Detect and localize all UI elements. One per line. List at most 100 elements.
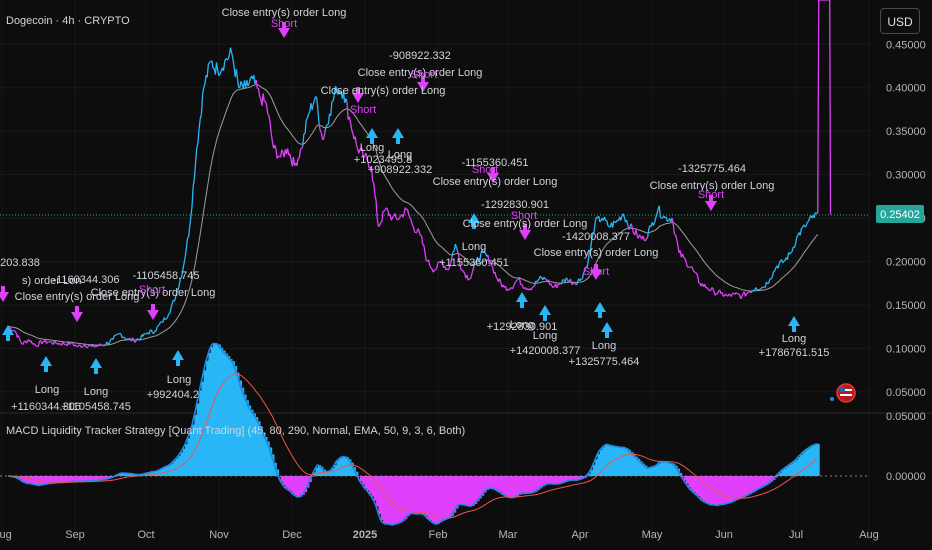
price-segment	[14, 330, 17, 334]
price-segment	[276, 155, 279, 159]
macd-bar	[224, 353, 228, 476]
macd-bar	[532, 476, 536, 493]
price-segment	[512, 282, 516, 287]
price-segment	[269, 122, 272, 135]
price-segment	[565, 277, 568, 280]
macd-bar	[282, 476, 287, 485]
price-segment	[119, 332, 122, 335]
macd-bar	[443, 476, 447, 520]
price-segment	[77, 344, 80, 347]
macd-bar	[751, 476, 755, 493]
macd-bar	[299, 476, 303, 497]
macd-bar	[227, 356, 231, 476]
short-arrow-icon[interactable]	[705, 195, 717, 211]
price-segment	[375, 200, 378, 220]
short-arrow-icon[interactable]	[0, 286, 9, 302]
price-segment	[125, 338, 128, 340]
price-segment	[187, 226, 191, 237]
x-tick-label: May	[642, 529, 663, 541]
short-arrow-icon[interactable]	[417, 76, 429, 92]
price-segment	[153, 330, 156, 334]
macd-bar	[562, 476, 566, 483]
price-segment	[533, 280, 537, 287]
long-arrow-icon[interactable]	[366, 128, 378, 144]
price-segment	[198, 119, 201, 129]
price-segment	[728, 293, 731, 296]
macd-bar	[366, 476, 370, 491]
price-segment	[591, 233, 594, 241]
price-segment	[661, 217, 664, 220]
price-segment	[264, 101, 268, 106]
price-segment	[552, 286, 555, 289]
short-arrow-icon[interactable]	[352, 87, 364, 103]
price-segment	[778, 260, 781, 264]
time-axis[interactable]: Aug Sep Oct Nov Dec 2025 Feb Mar Apr May Jun Jul Aug	[0, 529, 879, 541]
price-segment	[281, 149, 284, 153]
price-segment	[429, 265, 432, 269]
long-arrow-icon[interactable]	[594, 302, 606, 318]
short-label: Short	[511, 210, 537, 222]
macd-bar	[241, 387, 245, 476]
macd-bar	[781, 470, 785, 476]
flag-icon[interactable]	[830, 383, 856, 403]
macd-bar	[497, 476, 501, 491]
price-segment	[81, 346, 83, 349]
long-arrow-icon[interactable]	[392, 128, 404, 144]
long-arrow-icon[interactable]	[539, 305, 551, 321]
trade-label: -908922.332	[389, 50, 451, 62]
price-segment	[121, 336, 124, 339]
price-segment	[69, 342, 72, 346]
price-segment	[704, 283, 707, 289]
long-arrow-icon[interactable]	[90, 358, 102, 374]
macd-bar	[490, 476, 494, 489]
price-segment	[495, 276, 498, 280]
price-segment	[192, 178, 196, 187]
price-segment	[522, 287, 525, 290]
price-segment	[432, 269, 435, 273]
long-arrow-icon[interactable]	[172, 350, 184, 366]
trade-label: +1105458.745	[61, 401, 131, 413]
y-tick-label: 0.30000	[886, 170, 926, 182]
trade-label: 203.838	[0, 257, 40, 269]
price-segment	[494, 271, 497, 278]
price-segment	[316, 97, 319, 110]
short-arrow-icon[interactable]	[71, 306, 83, 322]
long-arrow-icon[interactable]	[788, 316, 800, 332]
macd-bar	[91, 476, 96, 481]
price-segment	[665, 216, 669, 222]
price-segment	[87, 344, 90, 347]
long-arrow-icon[interactable]	[40, 356, 52, 372]
price-segment	[537, 278, 540, 281]
currency-button[interactable]: USD	[880, 8, 920, 34]
long-arrow-icon[interactable]	[2, 325, 14, 341]
macd-bar	[641, 463, 645, 476]
short-arrow-icon[interactable]	[519, 224, 531, 240]
price-axis[interactable]: 0.450000.400000.350000.300000.250000.200…	[886, 39, 926, 483]
macd-bar	[707, 476, 711, 504]
price-segment	[126, 338, 129, 341]
macd-bar	[697, 476, 701, 497]
macd-bar	[688, 476, 692, 488]
macd-bar	[429, 476, 433, 521]
macd-bar	[47, 476, 51, 484]
short-arrow-icon[interactable]	[278, 22, 290, 38]
price-segment	[62, 342, 65, 345]
price-segment	[345, 98, 348, 103]
price-segment	[829, 0, 832, 215]
long-arrow-icon[interactable]	[468, 213, 480, 229]
short-arrow-icon[interactable]	[487, 167, 499, 183]
short-arrow-icon[interactable]	[590, 264, 602, 280]
short-arrow-icon[interactable]	[147, 304, 159, 320]
last-price-label: 0.25402	[880, 209, 920, 221]
long-arrow-icon[interactable]	[601, 322, 613, 338]
price-segment	[652, 222, 656, 226]
price-segment	[461, 269, 465, 273]
long-arrow-icon[interactable]	[516, 292, 528, 308]
price-segment	[579, 278, 582, 282]
price-segment	[638, 234, 642, 237]
price-segment	[744, 293, 748, 297]
price-segment	[229, 47, 233, 54]
macd-bar	[632, 453, 636, 476]
price-segment	[380, 220, 383, 224]
